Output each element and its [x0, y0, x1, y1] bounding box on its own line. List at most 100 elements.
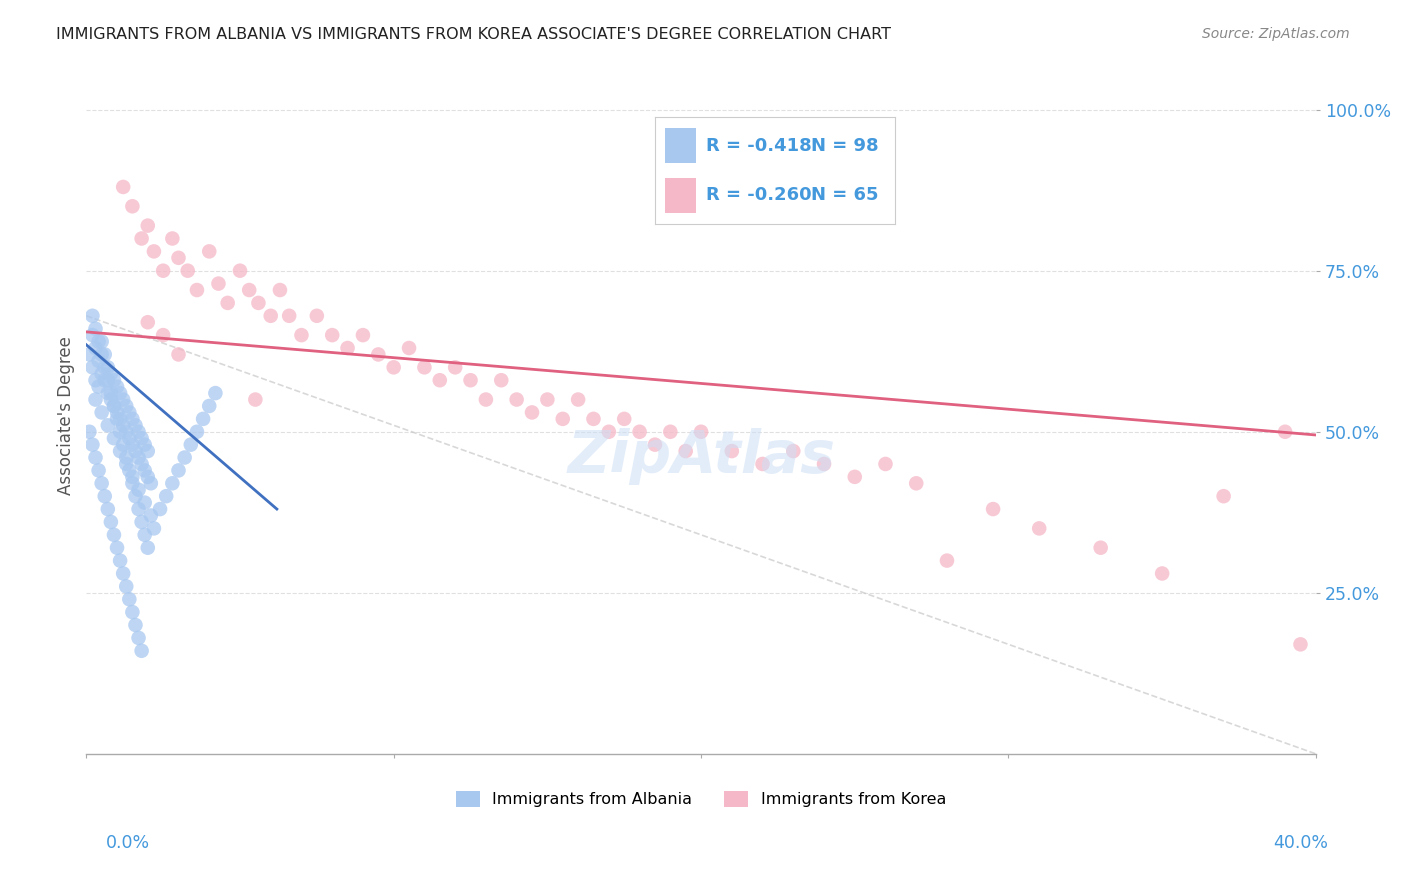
Point [139, 508, 162, 523]
Point [134, 528, 156, 542]
Point [142, 521, 165, 535]
Point [321, 328, 343, 343]
Point [131, 231, 153, 245]
Point [84, 321, 107, 335]
Point [93, 489, 115, 503]
Point [245, 392, 267, 407]
Point [108, 412, 131, 426]
Point [87, 334, 110, 349]
Point [82, 437, 104, 451]
Point [782, 444, 804, 458]
Point [84, 341, 107, 355]
Text: ZipAtlas: ZipAtlas [567, 428, 835, 484]
Point [238, 283, 260, 297]
Point [128, 502, 150, 516]
Point [115, 425, 138, 439]
Point [191, 412, 214, 426]
Point [108, 425, 131, 439]
Y-axis label: Associate's Degree: Associate's Degree [58, 336, 75, 495]
Point [142, 244, 165, 259]
Point [100, 386, 122, 401]
Point [413, 360, 436, 375]
Point [352, 328, 374, 343]
Point [103, 399, 125, 413]
Text: N = 98: N = 98 [811, 136, 879, 154]
Point [269, 283, 291, 297]
Point [162, 476, 184, 491]
Point [491, 373, 513, 387]
Point [173, 450, 195, 465]
Point [644, 437, 666, 451]
Point [162, 231, 184, 245]
Point [115, 457, 138, 471]
Point [118, 592, 141, 607]
Point [87, 354, 110, 368]
Point [115, 579, 138, 593]
Point [152, 328, 174, 343]
Point [229, 263, 252, 277]
Point [105, 379, 128, 393]
Point [128, 483, 150, 497]
Point [134, 437, 156, 451]
Point [520, 405, 543, 419]
Point [115, 399, 138, 413]
Point [128, 450, 150, 465]
Point [136, 541, 159, 555]
Point [690, 425, 713, 439]
Point [100, 515, 122, 529]
Point [100, 392, 122, 407]
Point [167, 347, 190, 361]
Point [278, 309, 301, 323]
Point [598, 425, 620, 439]
Text: R = -0.260: R = -0.260 [706, 186, 811, 204]
Point [131, 515, 153, 529]
Point [82, 328, 104, 343]
Point [186, 425, 208, 439]
Point [84, 450, 107, 465]
Point [108, 444, 131, 458]
Point [115, 450, 138, 465]
Point [582, 412, 605, 426]
Point [124, 444, 146, 458]
Point [84, 373, 107, 387]
Point [336, 341, 359, 355]
Point [167, 251, 190, 265]
Point [180, 437, 202, 451]
Point [139, 476, 162, 491]
Point [97, 502, 120, 516]
Text: Source: ZipAtlas.com: Source: ZipAtlas.com [1202, 27, 1350, 41]
Point [186, 283, 208, 297]
Point [87, 379, 110, 393]
Point [131, 431, 153, 445]
Point [131, 644, 153, 658]
Point [97, 373, 120, 387]
Point [167, 463, 190, 477]
Point [981, 502, 1004, 516]
Point [1152, 566, 1174, 581]
Point [121, 412, 143, 426]
Point [124, 618, 146, 632]
Bar [665, 178, 696, 213]
Point [105, 541, 128, 555]
Point [90, 476, 112, 491]
Point [813, 457, 835, 471]
Point [93, 347, 115, 361]
Point [659, 425, 682, 439]
Point [204, 386, 226, 401]
Point [103, 431, 125, 445]
Text: 0.0%: 0.0% [105, 834, 149, 852]
Point [79, 425, 101, 439]
Point [100, 367, 122, 381]
Point [155, 489, 177, 503]
Point [82, 309, 104, 323]
Point [136, 470, 159, 484]
Point [87, 463, 110, 477]
Point [751, 457, 773, 471]
Point [551, 412, 574, 426]
Point [112, 180, 135, 194]
Point [217, 296, 239, 310]
Point [198, 244, 221, 259]
Point [112, 392, 135, 407]
Point [198, 399, 221, 413]
Point [613, 412, 636, 426]
